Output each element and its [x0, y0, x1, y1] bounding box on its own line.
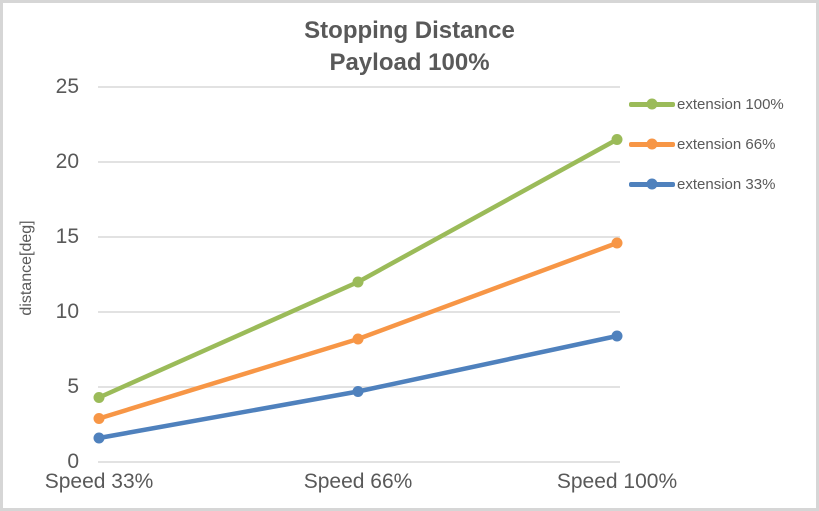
y-tick-label: 0 — [67, 450, 79, 473]
legend-marker-dot-icon — [646, 178, 658, 190]
y-tick-label: 25 — [55, 75, 79, 98]
legend-item: extension 66% — [629, 133, 775, 155]
data-point-marker — [352, 276, 364, 288]
legend-label: extension 66% — [677, 135, 776, 153]
legend-label: extension 33% — [677, 175, 776, 193]
data-point-marker — [611, 237, 623, 249]
data-point-marker — [352, 333, 364, 345]
chart-title: Stopping Distance Payload 100% — [3, 15, 816, 80]
y-tick-label: 20 — [55, 150, 79, 173]
legend-item: extension 100% — [629, 93, 784, 115]
y-tick-label: 10 — [55, 300, 79, 323]
legend-marker-icon — [629, 178, 675, 190]
data-point-marker — [611, 134, 623, 145]
y-tick-label: 5 — [67, 375, 79, 398]
data-point-marker — [352, 386, 364, 397]
chart-title-line2: Payload 100% — [329, 49, 490, 77]
x-category-label: Speed 100% — [556, 470, 678, 493]
chart-title-line1: Stopping Distance — [304, 17, 515, 44]
data-point-marker — [93, 413, 105, 424]
legend-marker-icon — [629, 98, 675, 110]
legend-marker-icon — [629, 138, 675, 150]
legend-label: extension 100% — [677, 95, 784, 113]
x-category-label: Speed 66% — [303, 470, 413, 493]
legend-marker-dot-icon — [646, 138, 658, 150]
data-point-marker — [93, 432, 105, 444]
legend-item: extension 33% — [629, 173, 775, 195]
x-category-label: Speed 33% — [44, 470, 154, 493]
legend-marker-dot-icon — [646, 98, 658, 110]
data-point-marker — [611, 330, 623, 342]
data-point-marker — [93, 392, 105, 403]
y-tick-label: 15 — [55, 225, 79, 248]
series-line — [96, 137, 620, 400]
plot-area — [93, 86, 623, 463]
